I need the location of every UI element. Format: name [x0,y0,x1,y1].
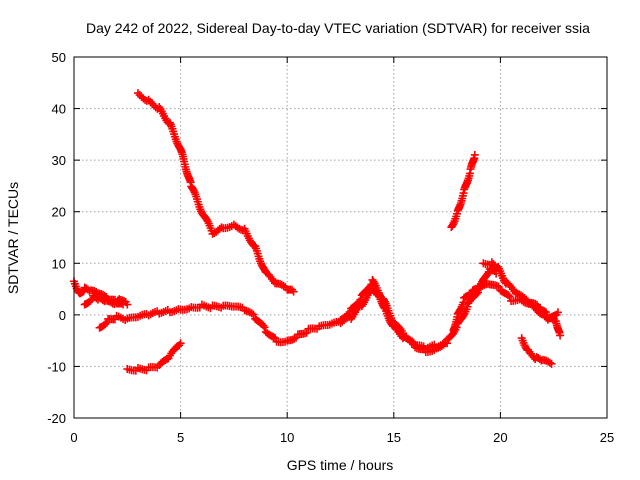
data-point-marker [520,293,529,302]
data-point-marker [356,295,365,304]
data-series-arc-8 [447,150,479,232]
data-series-arc-5 [123,339,185,375]
data-point-marker [302,328,311,337]
data-point-marker [411,343,420,352]
data-point-marker [408,337,417,346]
data-point-marker [470,150,479,159]
data-point-marker [269,333,278,342]
data-point-marker [86,296,95,305]
data-point-marker [399,329,408,338]
data-point-marker [504,291,513,300]
data-point-marker [289,287,298,296]
data-point-marker [290,334,299,343]
y-tick-label: 50 [52,50,66,65]
data-point-marker [189,186,198,195]
data-point-marker [247,309,256,318]
data-point-marker [279,281,288,290]
y-tick-label: -20 [47,411,66,426]
data-point-marker [123,300,132,309]
y-tick-label: 10 [52,256,66,271]
data-point-marker [259,321,268,330]
data-series-arc-9 [479,258,565,340]
axis-ticks: 0 5 10 15 20 25 -20 -10 0 10 20 30 40 50 [47,50,614,445]
data-point-marker [380,297,389,306]
data-point-marker [165,118,174,127]
data-point-marker [556,331,565,340]
data-series-arc-4 [133,89,298,296]
data-point-marker [467,290,476,299]
grid-lines [74,57,607,418]
data-point-marker [494,282,503,291]
data-point-marker [553,308,562,317]
data-point-marker [483,269,492,278]
data-point-marker [439,340,448,349]
x-tick-label: 25 [600,430,614,445]
data-series-arc-6 [336,265,501,356]
x-axis-label: GPS time / hours [287,457,394,473]
chart-title: Day 242 of 2022, Sidereal Day-to-day VTE… [86,20,590,36]
data-point-marker [249,310,258,319]
data-point-marker [505,292,514,301]
y-tick-label: -10 [47,359,66,374]
x-tick-label: 5 [177,430,184,445]
y-tick-label: 20 [52,205,66,220]
data-point-marker [532,300,541,309]
data-series-arc-2 [80,291,132,309]
x-tick-label: 0 [70,430,77,445]
data-point-marker [547,359,556,368]
data-series-group [70,89,565,375]
data-point-marker [531,299,540,308]
data-point-marker [271,333,280,342]
data-point-marker [142,96,151,105]
y-tick-label: 30 [52,153,66,168]
x-tick-label: 15 [387,430,401,445]
plot-frame [73,56,608,419]
data-point-marker [176,339,185,348]
data-point-marker [260,323,269,332]
y-tick-label: 40 [52,102,66,117]
data-point-marker [409,338,418,347]
data-point-marker [540,307,549,316]
data-point-marker [478,281,487,290]
data-point-marker [545,358,554,367]
data-point-marker [492,281,501,290]
y-axis-label: SDTVAR / TECUs [5,182,21,294]
data-series-arc-3 [95,285,452,353]
x-tick-label: 10 [280,430,294,445]
data-point-marker [101,320,110,329]
data-point-marker [441,339,450,348]
x-tick-label: 20 [493,430,507,445]
data-point-marker [541,308,550,317]
y-tick-label: 0 [59,308,66,323]
data-series-arc-10 [517,334,556,368]
